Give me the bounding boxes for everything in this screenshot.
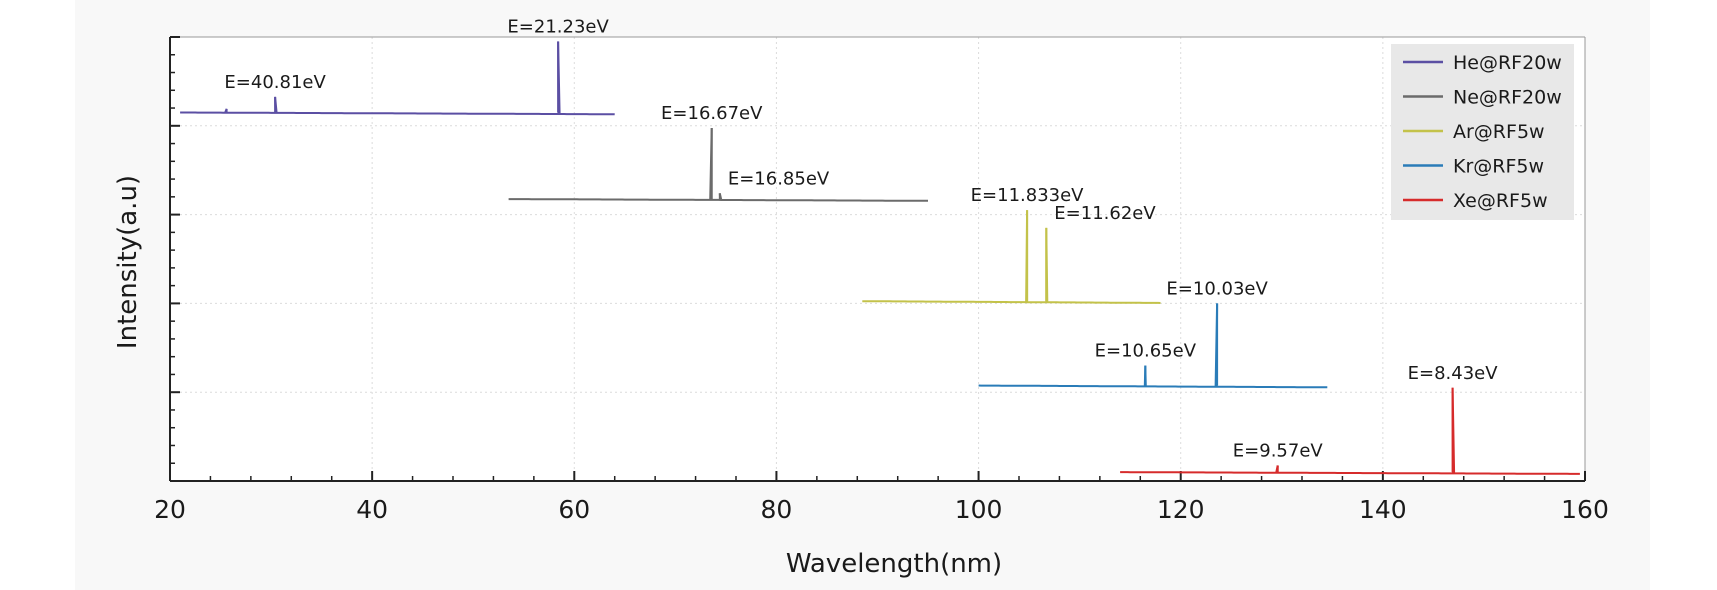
x-tick-label: 60 [558,495,590,524]
peak-label: E=11.62eV [1054,203,1156,224]
peak-label: E=10.03eV [1166,278,1268,299]
peak-annotations: E=40.81eV E=21.23eV E=16.67eV E=16.85eV E=11… [224,16,1498,461]
peak-label: E=11.833eV [971,185,1085,206]
x-tick-label: 40 [356,495,388,524]
legend-label: Kr@RF5w [1453,156,1544,178]
legend-label: Ne@RF20w [1453,87,1562,109]
legend-label: Ar@RF5w [1453,121,1545,143]
axes: 20 40 60 80 100 120 140 160 [154,36,1609,524]
series-group [180,41,1580,475]
peak-label: E=21.23eV [507,16,609,37]
x-tick-label: 140 [1359,495,1407,524]
x-tick-label: 120 [1157,495,1205,524]
legend-label: He@RF20w [1453,52,1562,74]
series-xe-rf5w [1120,387,1580,475]
spectrum-line [1120,387,1580,475]
peak-label: E=16.67eV [661,103,763,124]
plot-area [170,37,1585,481]
x-axis-label: Wavelength(nm) [786,549,1002,579]
x-tick-label: 160 [1561,495,1609,524]
x-tick-label: 80 [761,495,793,524]
legend-label: Xe@RF5w [1453,190,1548,212]
peak-label: E=9.57eV [1233,440,1324,461]
x-tick-label: 100 [955,495,1003,524]
peak-label: E=16.85eV [728,168,830,189]
y-axis-label: Intensity(a.u) [113,175,143,349]
spectrum-line [978,303,1328,389]
series-ne-rf20w [508,127,928,202]
x-tick-label: 20 [154,495,186,524]
series-ar-rf5w [862,210,1161,304]
peak-label: E=40.81eV [224,72,326,93]
series-kr-rf5w [978,303,1328,389]
spectrum-line [508,127,928,202]
grid [169,37,1586,481]
spectrum-line [862,210,1161,304]
series-he-rf20w [180,41,615,116]
legend: He@RF20w Ne@RF20w Ar@RF5w Kr@RF5w Xe@RF5w [1391,44,1574,220]
peak-label: E=10.65eV [1095,341,1197,362]
peak-label: E=8.43eV [1408,363,1499,384]
spectrum-line [180,41,615,116]
